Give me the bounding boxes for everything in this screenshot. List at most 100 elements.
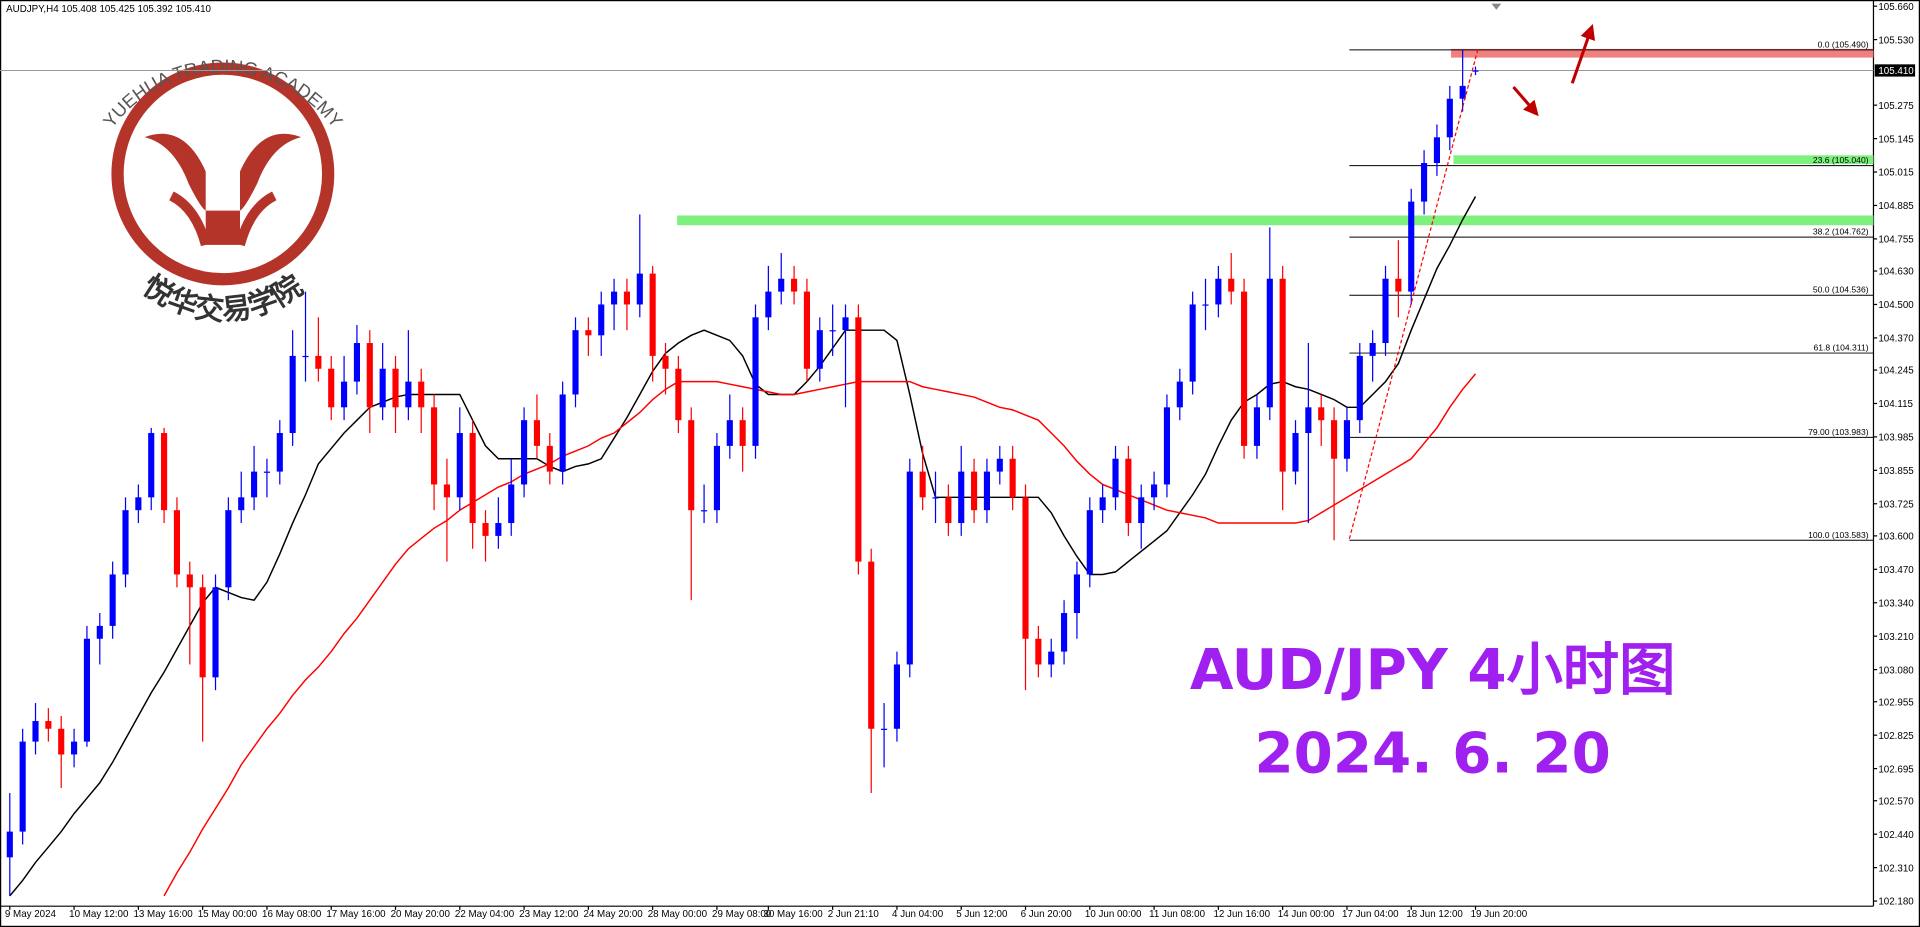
candle-body bbox=[983, 471, 990, 511]
candle-body bbox=[546, 445, 553, 472]
candle-body bbox=[71, 741, 78, 755]
candle-body bbox=[1151, 484, 1158, 498]
candle-body bbox=[6, 831, 13, 858]
candle-body bbox=[1163, 407, 1170, 485]
x-tick-label: 15 May 00:00 bbox=[198, 909, 258, 920]
candle-body bbox=[1202, 304, 1209, 306]
candle-body bbox=[533, 420, 540, 446]
y-tick-label: 104.245 bbox=[1878, 366, 1914, 377]
y-tick-label: 103.210 bbox=[1878, 632, 1914, 643]
candle-body bbox=[263, 471, 270, 473]
candle-body bbox=[1112, 458, 1119, 498]
x-tick-label: 10 May 12:00 bbox=[69, 909, 129, 920]
current-price-box bbox=[1874, 64, 1916, 77]
y-tick-label: 102.310 bbox=[1878, 863, 1914, 874]
candle-body bbox=[932, 497, 939, 499]
y-tick-label: 105.660 bbox=[1878, 2, 1914, 13]
candle-body bbox=[675, 368, 682, 421]
candle-body bbox=[19, 741, 26, 832]
y-tick-label: 102.825 bbox=[1878, 731, 1914, 742]
candle-body bbox=[366, 343, 373, 408]
candle-body bbox=[1343, 420, 1350, 459]
candle-body bbox=[1073, 574, 1080, 614]
candle-body bbox=[855, 317, 862, 562]
candle-body bbox=[1318, 407, 1325, 421]
candle-body bbox=[379, 368, 386, 408]
y-tick-label: 103.340 bbox=[1878, 598, 1914, 609]
x-tick-label: 20 May 20:00 bbox=[391, 909, 451, 920]
candle-body bbox=[585, 330, 592, 336]
candle-body bbox=[816, 330, 823, 369]
trend-line bbox=[1348, 48, 1479, 539]
candle-body bbox=[353, 343, 360, 382]
y-tick-label: 105.275 bbox=[1878, 101, 1914, 112]
candle-body bbox=[456, 433, 463, 498]
candle-body bbox=[623, 291, 630, 305]
x-tick-label: 12 Jun 16:00 bbox=[1213, 909, 1270, 920]
x-tick-label: 17 Jun 04:00 bbox=[1342, 909, 1399, 920]
candle-body bbox=[1266, 278, 1273, 408]
fib-label: 0.0 (105.490) bbox=[1818, 39, 1869, 49]
logo-ring bbox=[111, 62, 335, 286]
arrow-down bbox=[1512, 85, 1539, 117]
candle-body bbox=[868, 561, 875, 729]
y-tick-label: 103.725 bbox=[1878, 499, 1914, 510]
y-tick-label: 105.145 bbox=[1878, 134, 1914, 145]
fib-label: 38.2 (104.762) bbox=[1813, 227, 1869, 237]
candle-body bbox=[713, 445, 720, 511]
moving-average bbox=[9, 196, 1477, 897]
candle-body bbox=[418, 381, 425, 408]
candle-body bbox=[469, 433, 476, 524]
candle-body bbox=[752, 317, 759, 446]
candle-body bbox=[1472, 70, 1479, 72]
candle-body bbox=[778, 278, 785, 292]
y-tick-label: 105.530 bbox=[1878, 35, 1914, 46]
x-tick-label: 2 Jun 21:10 bbox=[828, 909, 880, 920]
candle-body bbox=[482, 523, 489, 536]
fib-label: 23.6 (105.040) bbox=[1813, 155, 1869, 165]
candle-body bbox=[405, 381, 412, 408]
candle-body bbox=[1099, 497, 1106, 511]
candle-body bbox=[495, 523, 502, 536]
header-text: AUDJPY,H4 105.408 105.425 105.392 105.41… bbox=[6, 4, 211, 15]
y-tick-label: 104.500 bbox=[1878, 300, 1914, 311]
fib-label: 50.0 (104.536) bbox=[1813, 285, 1869, 295]
candle-body bbox=[636, 273, 643, 305]
candle-body bbox=[1022, 497, 1029, 639]
candle-body bbox=[1382, 278, 1389, 344]
candle-body bbox=[251, 471, 258, 498]
x-tick-label: 11 Jun 08:00 bbox=[1149, 909, 1205, 920]
y-tick-label: 102.955 bbox=[1878, 697, 1914, 708]
candle-body bbox=[1408, 201, 1415, 292]
annotation-date: 2024. 6. 20 bbox=[1255, 721, 1611, 786]
y-tick-label: 104.370 bbox=[1878, 334, 1914, 345]
x-tick-label: 28 May 00:00 bbox=[648, 909, 708, 920]
y-tick-label: 104.630 bbox=[1878, 267, 1914, 278]
candle-body bbox=[173, 510, 180, 575]
candle-body bbox=[276, 433, 283, 472]
candle-body bbox=[212, 587, 219, 678]
y-tick-label: 102.440 bbox=[1878, 830, 1914, 841]
candle-body bbox=[1228, 278, 1235, 292]
y-tick-label: 103.985 bbox=[1878, 433, 1914, 444]
x-tick-label: 16 May 08:00 bbox=[262, 909, 322, 920]
x-tick-label: 24 May 20:00 bbox=[583, 909, 643, 920]
candle-body bbox=[1421, 163, 1428, 202]
candle-body bbox=[1086, 510, 1093, 575]
y-tick-label: 104.755 bbox=[1878, 235, 1914, 246]
candle-body bbox=[1395, 278, 1402, 292]
zone bbox=[677, 215, 1874, 226]
candle-body bbox=[829, 330, 836, 332]
candle-body bbox=[315, 355, 322, 369]
x-tick-label: 19 Jun 20:00 bbox=[1471, 909, 1528, 920]
zone bbox=[1453, 155, 1874, 165]
y-tick-label: 102.180 bbox=[1878, 897, 1914, 908]
candle-body bbox=[1125, 458, 1132, 524]
candle-body bbox=[1176, 381, 1183, 408]
x-tick-label: 14 Jun 00:00 bbox=[1278, 909, 1335, 920]
y-tick-label: 102.570 bbox=[1878, 796, 1914, 807]
annotation-title: AUD/JPY 4小时图 bbox=[1190, 638, 1676, 703]
